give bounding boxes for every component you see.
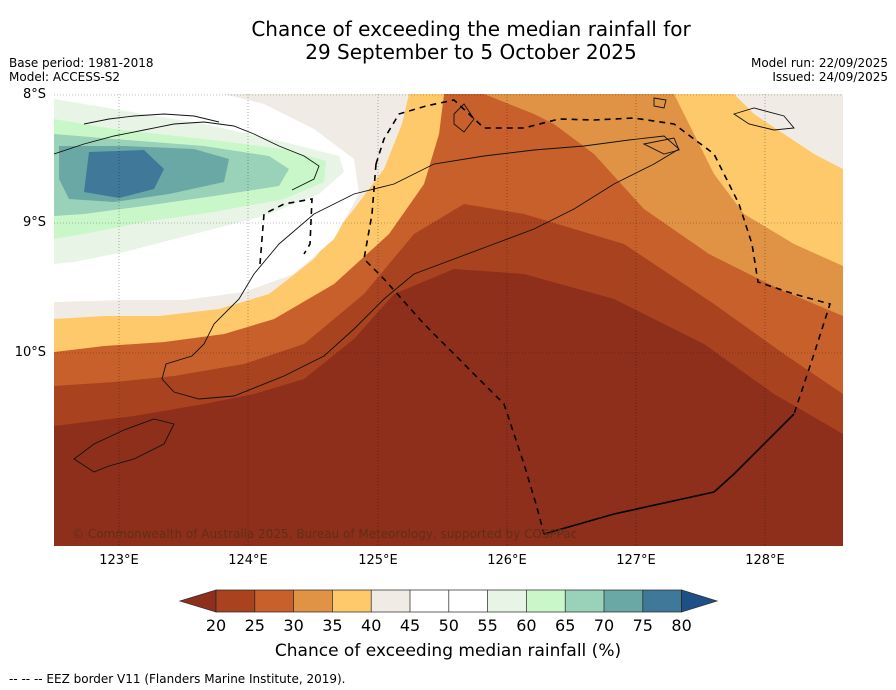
base-period: Base period: 1981-2018	[9, 56, 154, 70]
colorbar-65-70	[565, 590, 604, 612]
colorbar-tick-35: 35	[322, 616, 343, 635]
colorbar-tick-60: 60	[516, 616, 537, 635]
lon-label-128e: 128°E	[745, 553, 785, 568]
colorbar-tick-75: 75	[632, 616, 653, 635]
colorbar	[178, 589, 719, 613]
eez-footnote: -- -- -- EEZ border V11 (Flanders Marine…	[9, 672, 346, 686]
colorbar-60-65	[526, 590, 566, 612]
eez-solid-segment	[543, 413, 795, 535]
colorbar-25-30	[254, 590, 294, 612]
coastlines	[54, 97, 795, 473]
colorbar-tick-20: 20	[205, 616, 227, 635]
colorbar-tick-55: 55	[477, 616, 498, 635]
lon-label-123e: 123°E	[99, 553, 139, 568]
lat-label-9s: 9°S	[22, 215, 46, 230]
colorbar-below-20	[178, 589, 217, 613]
colorbar-tick-30: 30	[283, 616, 304, 635]
meta-right: Model run: 22/09/2025 Issued: 24/09/2025	[751, 56, 888, 84]
issued-date: Issued: 24/09/2025	[772, 70, 888, 84]
colorbar-label: Chance of exceeding median rainfall (%)	[274, 641, 622, 661]
colorbar-50-55	[448, 590, 488, 612]
colorbar-75-80	[642, 590, 682, 612]
model-run: Model run: 22/09/2025	[750, 56, 888, 70]
title-line-1: Chance of exceeding the median rainfall …	[251, 17, 691, 41]
meta-left: Base period: 1981-2018 Model: ACCESS-S2	[9, 56, 154, 84]
colorbar-tick-65: 65	[555, 616, 576, 635]
model-name: Model: ACCESS-S2	[9, 70, 121, 84]
lat-label-8s: 8°S	[22, 87, 46, 102]
colorbar-tick-25: 25	[244, 616, 265, 635]
grid-lines	[54, 94, 843, 546]
colorbar-55-60	[487, 590, 527, 612]
colorbar-tick-50: 50	[438, 616, 459, 635]
colorbar-40-45	[371, 590, 410, 612]
colorbar-tick-80: 80	[671, 616, 692, 635]
colorbar-above-80	[681, 589, 719, 613]
lon-label-125e: 125°E	[358, 553, 398, 568]
colorbar-20-25	[216, 590, 255, 612]
colorbar-30-35	[293, 590, 333, 612]
lon-label-127e: 127°E	[616, 553, 656, 568]
lon-label-124e: 124°E	[228, 553, 268, 568]
colorbar-tick-40: 40	[361, 616, 382, 635]
lat-label-10s: 10°S	[14, 345, 46, 360]
map-title: Chance of exceeding the median rainfall …	[0, 18, 896, 64]
lon-label-126e: 126°E	[487, 553, 527, 568]
colorbar-tick-70: 70	[593, 616, 615, 635]
colorbar-45-50	[410, 590, 449, 612]
rainfall-map	[54, 94, 843, 546]
colorbar-70-75	[604, 590, 643, 612]
copyright-notice: © Commonwealth of Australia 2025, Bureau…	[72, 527, 578, 541]
title-line-2: 29 September to 5 October 2025	[305, 40, 637, 64]
colorbar-dividers	[215, 589, 682, 613]
colorbar-35-40	[332, 590, 372, 612]
eez-border	[259, 99, 832, 535]
colorbar-tick-45: 45	[399, 616, 421, 635]
band-75-80	[84, 150, 164, 198]
